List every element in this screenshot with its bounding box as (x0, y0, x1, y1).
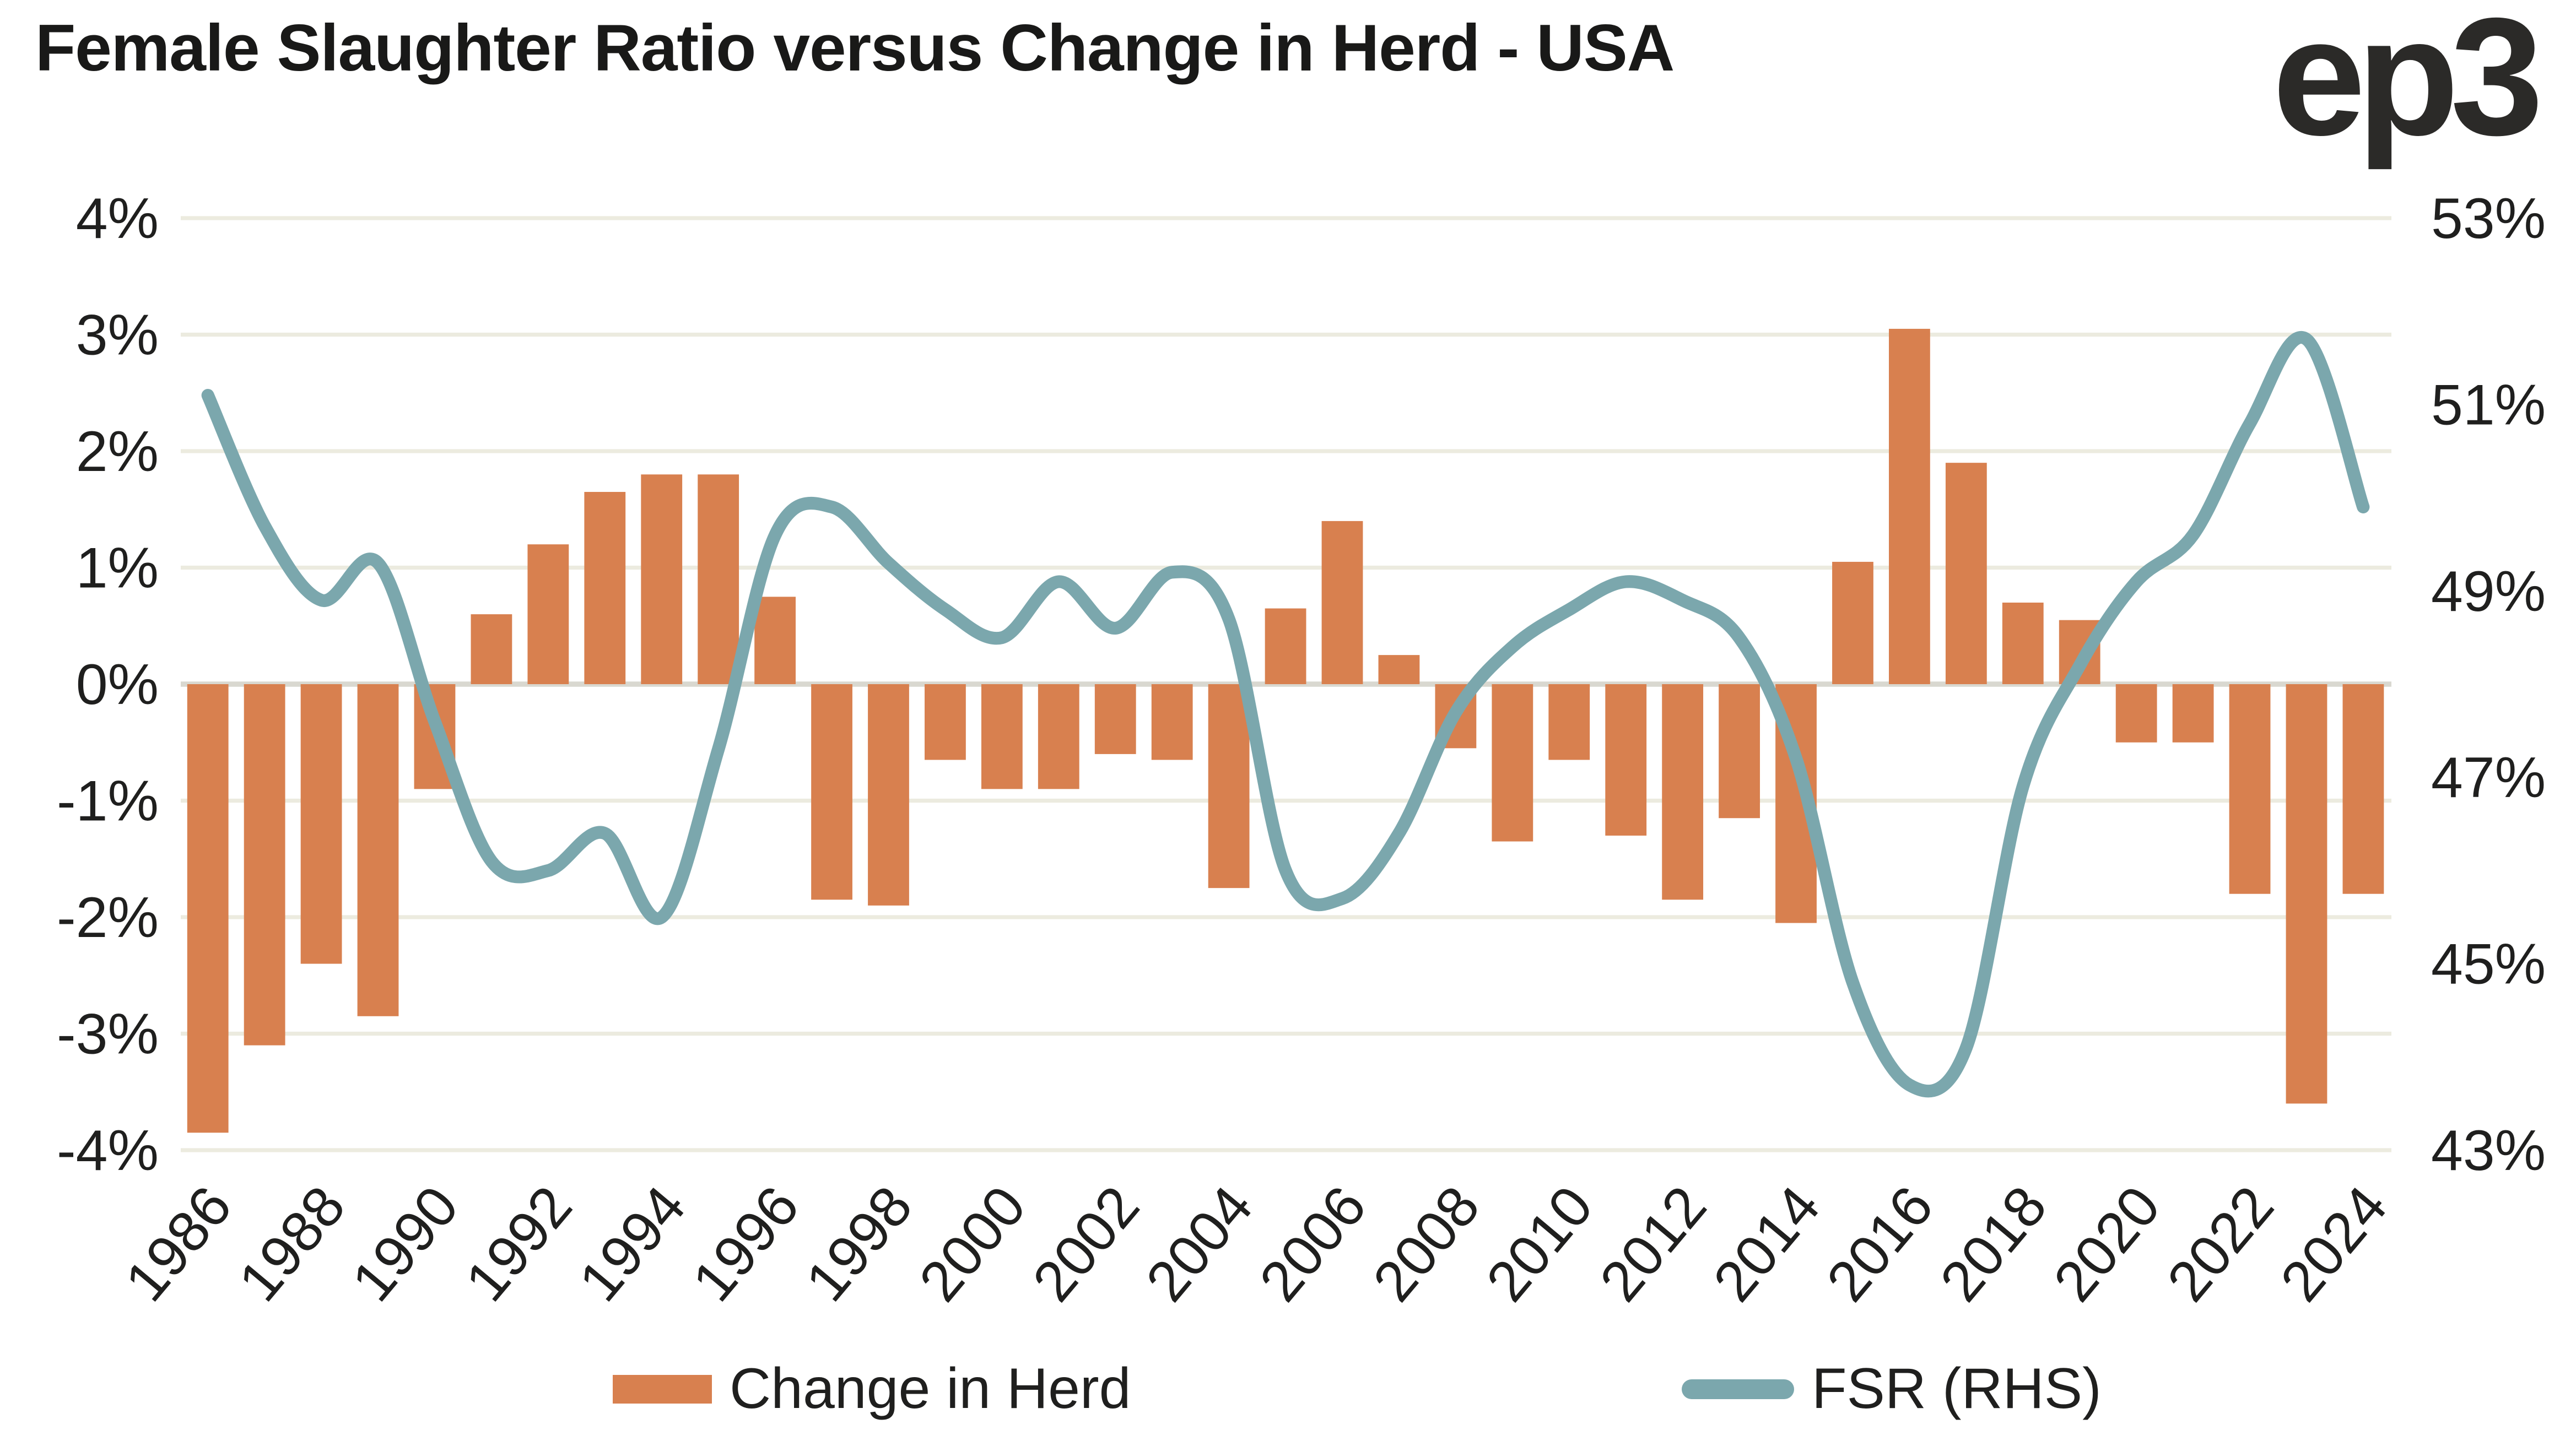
x-axis-tick: 2006 (1248, 1174, 1379, 1313)
left-axis-tick: 0% (76, 653, 159, 717)
x-axis-tick: 1986 (113, 1174, 244, 1313)
bar-2006 (1321, 521, 1363, 684)
bar-2012 (1662, 684, 1704, 900)
left-axis-tick: 2% (76, 420, 159, 484)
bar-1998 (868, 684, 909, 906)
page-title: Female Slaughter Ratio versus Change in … (35, 13, 1675, 86)
bar-2021 (2172, 684, 2214, 743)
bar-2004 (1208, 684, 1250, 889)
bar-2000 (981, 684, 1023, 789)
bar-2013 (1719, 684, 1760, 819)
x-axis-tick: 2022 (2155, 1174, 2286, 1313)
bar-2015 (1832, 561, 1873, 684)
bar-1988 (300, 684, 342, 964)
bar-1987 (244, 684, 285, 1046)
bar-2010 (1548, 684, 1590, 760)
x-axis-tick: 2016 (1814, 1174, 1946, 1313)
x-axis-tick: 1992 (453, 1174, 585, 1313)
x-axis-tick: 1994 (567, 1174, 698, 1313)
bar-2011 (1605, 684, 1647, 836)
bar-2020 (2115, 684, 2157, 743)
bar-1986 (187, 684, 229, 1133)
x-axis-tick: 2014 (1702, 1174, 1833, 1313)
x-axis-tick: 2010 (1475, 1174, 1606, 1313)
bar-2007 (1378, 655, 1420, 684)
x-axis-tick: 2024 (2269, 1174, 2400, 1313)
bar-2016 (1889, 328, 1930, 684)
x-axis-tick: 2004 (1134, 1174, 1265, 1313)
bar-1997 (811, 684, 852, 900)
bar-2022 (2229, 684, 2271, 894)
left-axis-tick: -2% (57, 886, 159, 950)
bar-1996 (754, 597, 796, 684)
x-axis-tick: 2020 (2042, 1174, 2173, 1313)
bar-2009 (1492, 684, 1533, 842)
bar-2003 (1151, 684, 1193, 760)
x-axis-tick: 2008 (1361, 1174, 1492, 1313)
x-axis-tick: 1990 (340, 1174, 471, 1313)
bar-1993 (584, 492, 626, 684)
left-axis-tick: -3% (57, 1003, 159, 1066)
bar-1989 (357, 684, 399, 1016)
bar-2002 (1094, 684, 1136, 754)
fsr-line (201, 331, 2370, 1098)
left-axis-tick: 4% (76, 187, 159, 251)
bar-2024 (2342, 684, 2384, 894)
x-axis-tick: 1996 (681, 1174, 812, 1313)
x-axis-tick: 2018 (1928, 1174, 2059, 1313)
x-axis-tick: 2002 (1020, 1174, 1152, 1313)
x-axis-tick: 2012 (1588, 1174, 1719, 1313)
bar-1991 (471, 614, 512, 684)
bar-1999 (925, 684, 966, 760)
x-axis-tick: 1998 (793, 1174, 925, 1313)
right-axis-tick: 45% (2431, 933, 2546, 996)
left-axis-tick: 3% (76, 304, 159, 367)
bar-1994 (641, 474, 683, 684)
x-axis-tick: 1988 (226, 1174, 358, 1313)
bar-2005 (1265, 608, 1306, 684)
left-axis-tick: -4% (57, 1119, 159, 1183)
left-axis-tick: -1% (57, 770, 159, 833)
right-axis-tick: 49% (2431, 560, 2546, 624)
bar-1992 (527, 544, 569, 684)
bar-1995 (698, 474, 739, 684)
right-axis-tick: 47% (2431, 746, 2546, 810)
right-axis-tick: 53% (2431, 187, 2546, 251)
bar-2017 (1945, 463, 1987, 684)
left-axis-tick: 1% (76, 537, 159, 600)
bar-2018 (2002, 602, 2044, 684)
ep3-logo: ep3 (2272, 0, 2543, 172)
bar-2001 (1038, 684, 1079, 789)
bar-2023 (2286, 684, 2327, 1104)
right-axis-tick: 51% (2431, 373, 2546, 437)
right-axis-tick: 43% (2431, 1119, 2546, 1183)
x-axis-tick: 2000 (907, 1174, 1038, 1313)
